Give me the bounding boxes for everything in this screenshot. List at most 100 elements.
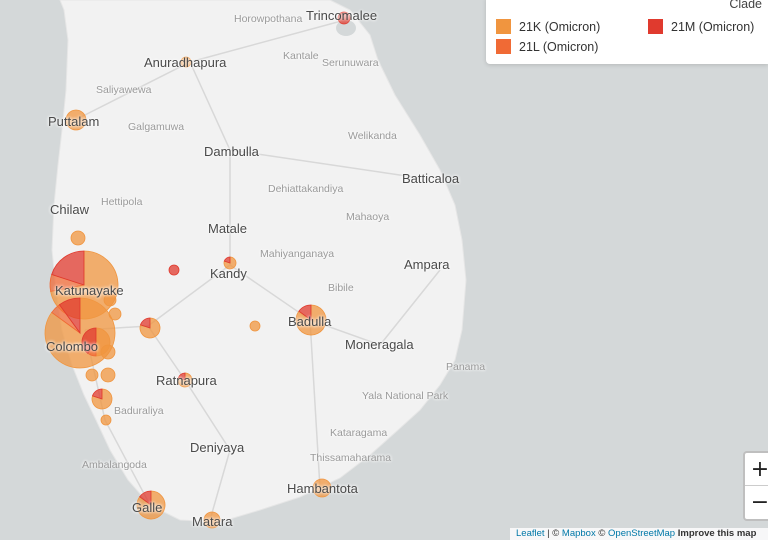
legend-item-21m[interactable]: 21M (Omicron) xyxy=(648,19,754,34)
attribution-osm-prefix: © xyxy=(595,528,609,539)
place-label-kandy: Kandy xyxy=(210,266,247,281)
pie-marker[interactable] xyxy=(312,478,332,498)
pie-marker[interactable] xyxy=(100,344,116,360)
legend-label-21m: 21M (Omicron) xyxy=(671,19,755,34)
place-label-badulla: Badulla xyxy=(288,314,332,329)
pie-slice xyxy=(337,11,351,25)
place-label-moneragala: Moneragala xyxy=(345,337,414,352)
place-label-ratnapura: Ratnapura xyxy=(156,373,217,388)
leaflet-link[interactable]: Leaflet xyxy=(516,528,545,539)
legend: Clade 21K (Omicron) 21L (Omicron) 21M (O… xyxy=(486,0,768,64)
pie-marker[interactable] xyxy=(203,511,221,529)
legend-title: Clade xyxy=(729,0,762,11)
place-label-trincomalee: Trincomalee xyxy=(306,8,378,23)
improve-map-link[interactable]: Improve this map xyxy=(675,528,757,539)
pie-marker[interactable] xyxy=(136,490,166,520)
place-label-matale: Matale xyxy=(208,221,248,236)
map-attribution: Leaflet | © Mapbox © OpenStreetMap Impro… xyxy=(510,528,768,540)
place-label-katunayake: Katunayake xyxy=(55,283,124,298)
pie-slice xyxy=(91,388,103,400)
place-label-saliyawewa: Saliyawewa xyxy=(96,84,152,96)
pie-slice xyxy=(81,327,97,354)
place-label-anuradhapura: Anuradhapura xyxy=(144,55,227,70)
pie-marker[interactable] xyxy=(85,368,99,382)
pie-slice xyxy=(85,368,99,382)
place-label-colombo: Colombo xyxy=(46,339,99,354)
pie-slice xyxy=(100,414,112,426)
pie-marker[interactable] xyxy=(295,304,327,336)
pie-marker[interactable] xyxy=(177,372,193,388)
pie-slice xyxy=(203,511,221,529)
place-label-matara: Matara xyxy=(192,514,233,529)
place-label-deniyaya: Deniyaya xyxy=(190,440,245,455)
clade-pie-markers xyxy=(44,11,351,529)
place-label-dambulla: Dambulla xyxy=(204,144,259,159)
pie-slice xyxy=(103,293,117,307)
pie-marker[interactable] xyxy=(180,56,192,68)
place-label-kantale: Kantale xyxy=(283,50,319,62)
pie-slice xyxy=(223,256,231,264)
legend-swatch-21m xyxy=(648,19,663,34)
pie-marker[interactable] xyxy=(70,230,86,246)
pie-marker[interactable] xyxy=(168,264,180,276)
pie-slice xyxy=(223,256,237,270)
legend-label-21k: 21K (Omicron) xyxy=(519,19,601,34)
pie-marker[interactable] xyxy=(100,367,116,383)
pie-slice xyxy=(108,307,122,321)
place-label-thissamaharama: Thissamaharama xyxy=(310,452,392,464)
pie-marker[interactable] xyxy=(65,109,87,131)
pie-marker[interactable] xyxy=(91,388,113,410)
place-label-panama: Panama xyxy=(446,361,486,373)
pie-slice xyxy=(70,230,86,246)
place-label-baduraliya: Baduraliya xyxy=(114,405,164,417)
place-label-hettipola: Hettipola xyxy=(101,196,143,208)
place-label-galgamuwa: Galgamuwa xyxy=(128,121,185,133)
place-label-batticaloa: Batticaloa xyxy=(402,171,460,186)
place-label-mahaoya: Mahaoya xyxy=(346,211,390,223)
pie-marker[interactable] xyxy=(223,256,237,270)
pie-slice xyxy=(65,109,87,131)
legend-item-21k[interactable]: 21K (Omicron) xyxy=(496,19,600,34)
pie-slice xyxy=(139,490,152,506)
place-label-puttalam: Puttalam xyxy=(48,114,100,129)
pie-marker[interactable] xyxy=(337,11,351,25)
pie-slice xyxy=(100,344,116,360)
pie-slice xyxy=(51,250,85,286)
island-landmass xyxy=(51,0,467,523)
place-label-welikanda: Welikanda xyxy=(348,130,397,142)
pie-marker[interactable] xyxy=(103,293,117,307)
place-label-seruwawila: Serunuwara xyxy=(322,57,379,69)
legend-label-21l: 21L (Omicron) xyxy=(519,39,599,54)
place-label-dehiattakandiya: Dehiattakandiya xyxy=(268,183,344,195)
place-label-bibile: Bibile xyxy=(328,282,354,294)
place-label-kataragama: Kataragama xyxy=(330,427,388,439)
place-label-ampara: Ampara xyxy=(404,257,450,272)
pie-slice xyxy=(100,367,116,383)
pie-slice xyxy=(249,320,261,332)
pie-marker[interactable] xyxy=(108,307,122,321)
legend-swatch-21l xyxy=(496,39,511,54)
pie-slice xyxy=(139,317,151,329)
place-label-yala: Yala National Park xyxy=(362,390,449,402)
pie-marker[interactable] xyxy=(249,320,261,332)
attribution-separator: | © xyxy=(544,528,562,539)
legend-swatch-21k xyxy=(496,19,511,34)
mapbox-link[interactable]: Mapbox xyxy=(561,528,596,539)
pie-slice xyxy=(58,297,81,335)
zoom-out-button[interactable]: − xyxy=(750,489,768,515)
zoom-control: + − xyxy=(743,451,768,521)
pie-slice xyxy=(312,478,332,498)
osm-link[interactable]: OpenStreetMap xyxy=(608,528,676,539)
place-label-horowpothana: Horowpothana xyxy=(234,13,303,25)
pie-marker[interactable] xyxy=(139,317,161,339)
legend-item-21l[interactable]: 21L (Omicron) xyxy=(496,39,598,54)
place-label-galle: Galle xyxy=(132,500,163,515)
pie-slice xyxy=(180,56,192,68)
pie-slice xyxy=(177,372,186,381)
place-label-ambalangoda: Ambalangoda xyxy=(82,459,147,471)
pie-marker[interactable] xyxy=(100,414,112,426)
zoom-in-button[interactable]: + xyxy=(745,453,768,486)
pie-slice xyxy=(139,317,161,339)
place-label-hambantota: Hambantota xyxy=(287,481,358,496)
